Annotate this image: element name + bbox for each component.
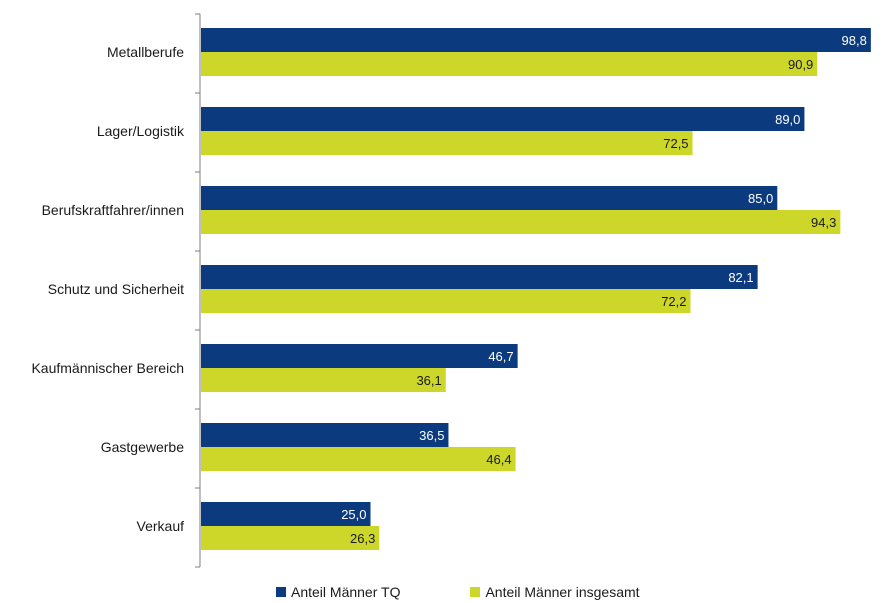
bar-total: [201, 289, 691, 313]
legend-label-tq: Anteil Männer TQ: [291, 584, 401, 600]
legend-label-total: Anteil Männer insgesamt: [485, 584, 640, 600]
data-label: 72,5: [663, 136, 688, 151]
bar-total: [201, 447, 516, 471]
data-label: 89,0: [775, 112, 800, 127]
category-label: Berufskraftfahrer/innen: [42, 202, 184, 218]
bar-tq: [201, 28, 871, 52]
data-label: 85,0: [748, 191, 773, 206]
legend: Anteil Männer TQ Anteil Männer insgesamt: [276, 584, 710, 600]
bar-tq: [201, 107, 805, 131]
bar-tq: [201, 423, 449, 447]
category-label: Verkauf: [137, 518, 185, 534]
legend-swatch-tq: [276, 587, 286, 597]
data-label: 36,5: [419, 428, 444, 443]
legend-item-total: Anteil Männer insgesamt: [470, 584, 640, 600]
bar-total: [201, 131, 693, 155]
legend-item-tq: Anteil Männer TQ: [276, 584, 400, 600]
data-label: 98,8: [842, 33, 867, 48]
data-label: 26,3: [350, 531, 375, 546]
bar-tq: [201, 344, 518, 368]
data-label: 72,2: [661, 294, 686, 309]
data-label: 82,1: [728, 270, 753, 285]
data-label: 46,4: [486, 452, 511, 467]
category-label: Metallberufe: [107, 44, 184, 60]
bar-total: [201, 526, 380, 550]
category-label: Gastgewerbe: [101, 439, 184, 455]
category-label: Lager/Logistik: [97, 123, 185, 139]
legend-swatch-total: [470, 587, 481, 597]
bar-total: [201, 368, 446, 392]
bar-total: [201, 210, 841, 234]
bar-tq: [201, 502, 371, 526]
bar-tq: [201, 265, 758, 289]
data-label: 90,9: [788, 57, 813, 72]
category-label: Schutz und Sicherheit: [48, 281, 184, 297]
bar-total: [201, 52, 818, 76]
data-label: 94,3: [811, 215, 836, 230]
category-label: Kaufmännischer Bereich: [31, 360, 184, 376]
data-label: 46,7: [488, 349, 513, 364]
data-label: 36,1: [416, 373, 441, 388]
data-label: 25,0: [341, 507, 366, 522]
bar-tq: [201, 186, 778, 210]
